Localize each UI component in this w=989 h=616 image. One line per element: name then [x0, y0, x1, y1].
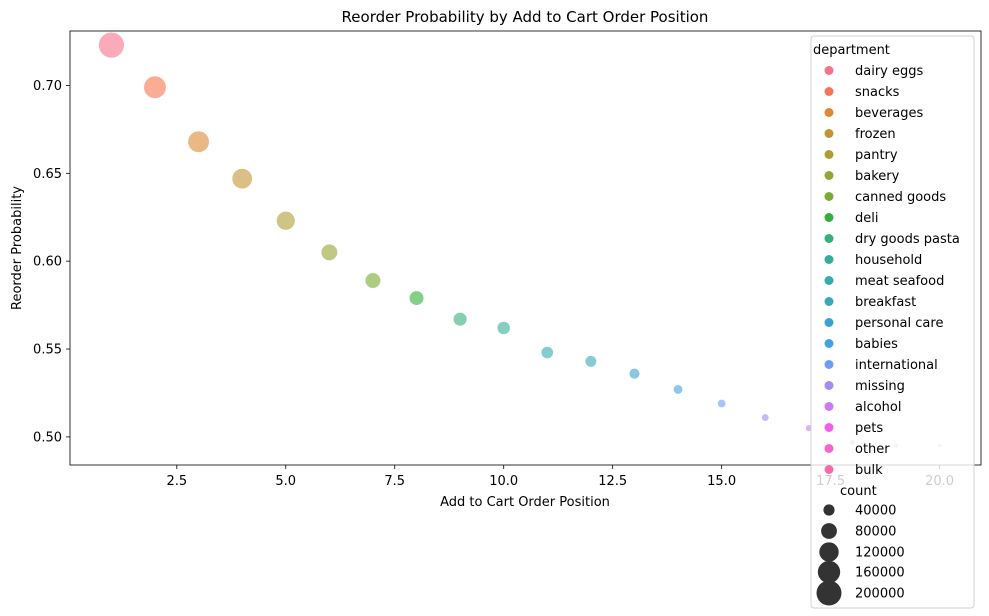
legend-hue-label: deli — [855, 211, 878, 226]
legend-size-label: 120000 — [855, 546, 905, 561]
legend-size-marker — [823, 504, 835, 516]
x-tick-label: 12.5 — [598, 474, 627, 489]
scatter-point — [496, 320, 511, 335]
y-tick-label: 0.65 — [33, 167, 62, 182]
y-tick-label: 0.50 — [33, 430, 62, 445]
legend-hue-marker — [824, 465, 834, 474]
legend-hue-marker — [824, 255, 834, 264]
legend-hue-items: dairy eggs snacks beverages frozen pantry bak… — [824, 64, 960, 478]
scatter-point — [275, 210, 296, 231]
scatter-point — [628, 367, 641, 380]
scatter-point — [320, 243, 339, 262]
legend-hue-marker — [824, 87, 834, 96]
legend-hue-marker — [824, 276, 834, 285]
legend-hue-marker — [824, 381, 834, 390]
legend-hue-marker — [824, 402, 834, 411]
scatter-point — [584, 355, 598, 368]
y-axis-title: Reorder Probability — [10, 186, 25, 310]
y-tick-label: 0.55 — [33, 343, 62, 358]
legend-size-marker — [821, 523, 837, 539]
y-tick-label: 0.60 — [33, 255, 62, 270]
legend-hue-marker — [824, 318, 834, 327]
legend-hue-marker — [824, 171, 834, 180]
legend-size-label: 40000 — [855, 504, 896, 519]
legend-hue-label: bulk — [855, 463, 883, 478]
scatter-point — [672, 384, 684, 395]
plot-frame — [69, 30, 982, 466]
legend-size-title: count — [840, 484, 877, 499]
scatter-point — [452, 311, 468, 327]
legend-hue-label: alcohol — [855, 400, 901, 415]
legend-hue-label: other — [855, 442, 890, 457]
x-tick-label: 10.0 — [489, 474, 518, 489]
legend-hue-label: beverages — [855, 106, 924, 121]
points-layer — [98, 31, 942, 449]
x-tick-label: 5.0 — [275, 474, 296, 489]
chart-title: Reorder Probability by Add to Cart Order… — [342, 8, 709, 26]
legend-hue-label: meat seafood — [855, 274, 944, 289]
legend-size-marker — [817, 560, 841, 584]
legend: department dairy eggs snacks beverages froz… — [810, 35, 975, 609]
legend-hue-label: dry goods pasta — [855, 232, 960, 247]
legend-hue-marker — [824, 234, 834, 243]
legend-hue-label: canned goods — [855, 190, 946, 205]
legend-hue-label: bakery — [855, 169, 900, 184]
legend-frame — [810, 35, 975, 609]
legend-hue-marker — [824, 108, 834, 117]
legend-hue-label: pantry — [855, 148, 898, 163]
scatter-point — [716, 398, 727, 409]
legend-hue-marker — [824, 66, 834, 75]
scatter-point — [187, 130, 210, 153]
legend-size-marker — [816, 580, 842, 606]
legend-hue-marker — [824, 129, 834, 138]
x-tick-label: 7.5 — [384, 474, 405, 489]
legend-hue-label: breakfast — [855, 295, 916, 310]
legend-hue-label: frozen — [855, 127, 896, 142]
scatter-point — [760, 413, 770, 422]
legend-size-marker — [819, 542, 839, 562]
legend-hue-marker — [824, 339, 834, 348]
y-tick-label: 0.70 — [33, 79, 62, 94]
legend-hue-marker — [824, 297, 834, 306]
legend-hue-marker — [824, 360, 834, 369]
legend-hue-marker — [824, 213, 834, 222]
legend-hue-label: missing — [855, 379, 905, 394]
legend-size-label: 160000 — [855, 566, 905, 581]
legend-size-label: 80000 — [855, 525, 896, 540]
legend-hue-label: household — [855, 253, 922, 268]
legend-hue-label: babies — [855, 337, 898, 352]
x-tick-label: 15.0 — [707, 474, 736, 489]
legend-hue-marker — [824, 192, 834, 201]
legend-hue-marker — [824, 423, 834, 432]
x-axis-title: Add to Cart Order Position — [440, 495, 610, 510]
scatter-point — [231, 167, 253, 190]
legend-hue-label: international — [855, 358, 938, 373]
scatter-point — [143, 75, 167, 99]
scatter-point — [98, 31, 125, 59]
legend-hue-title: department — [813, 43, 890, 58]
plot-area: 2.55.07.510.012.515.017.520.0 0.500.550.… — [33, 30, 982, 489]
legend-hue-label: snacks — [855, 85, 900, 100]
legend-hue-label: dairy eggs — [855, 64, 924, 79]
legend-size-label: 200000 — [855, 587, 905, 602]
x-tick-label: 2.5 — [166, 474, 187, 489]
scatter-point — [540, 345, 554, 360]
legend-hue-label: pets — [855, 421, 883, 436]
legend-size-items: 40000 80000 120000 160000 200000 — [816, 504, 905, 606]
y-axis: 0.50 0.55 0.60 0.65 0.70 — [33, 79, 70, 445]
scatter-point — [364, 272, 382, 289]
scatter-point — [408, 290, 425, 306]
legend-hue-label: personal care — [855, 316, 943, 331]
legend-hue-marker — [824, 444, 834, 453]
legend-hue-marker — [824, 150, 834, 159]
